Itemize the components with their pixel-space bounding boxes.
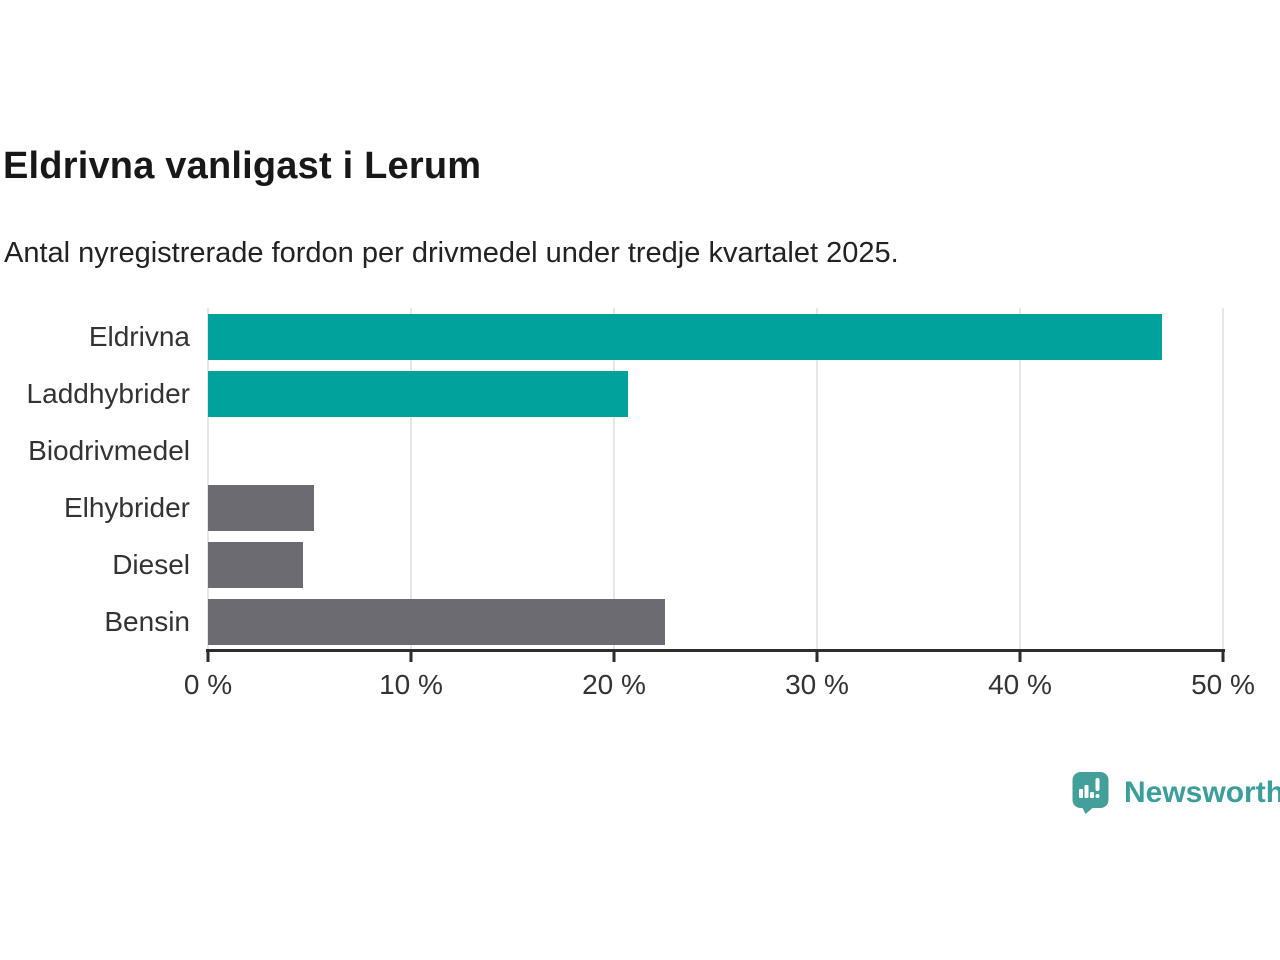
chart-title: Eldrivna vanligast i Lerum xyxy=(3,145,482,187)
x-tick-0 xyxy=(206,652,210,662)
bar-eldrivna xyxy=(208,313,1163,360)
newsworthy-branding: Newsworthy xyxy=(1072,772,1280,814)
gridline-0 xyxy=(207,308,209,651)
x-tick-label-40: 40 % xyxy=(988,669,1052,700)
bar-chart-plot-area: Eldrivna Laddhybrider Biodrivmedel Elhybrid… xyxy=(27,308,1255,700)
newsworthy-logo-icon xyxy=(1072,772,1109,814)
gridline-40 xyxy=(1019,308,1021,651)
x-tick-40 xyxy=(1018,652,1022,662)
x-tick-label-0: 0 % xyxy=(183,669,233,700)
category-label-laddhybrider: Laddhybrider xyxy=(26,377,190,409)
newsworthy-wordmark: Newsworthy xyxy=(1124,776,1280,809)
gridline-50 xyxy=(1222,308,1224,651)
bar-bensin xyxy=(208,599,665,646)
bar-laddhybrider xyxy=(208,370,629,417)
category-label-biodrivmedel: Biodrivmedel xyxy=(28,434,190,466)
x-tick-label-50: 50 % xyxy=(1191,669,1255,700)
x-tick-10 xyxy=(409,652,413,662)
bar-diesel xyxy=(208,542,304,589)
gridline-20 xyxy=(613,308,615,651)
gridline-30 xyxy=(816,308,818,651)
x-tick-label-30: 30 % xyxy=(785,669,849,700)
category-label-elhybrider: Elhybrider xyxy=(63,492,190,524)
category-label-bensin: Bensin xyxy=(104,606,190,638)
x-tick-30 xyxy=(815,652,819,662)
bar-elhybrider xyxy=(208,485,314,532)
gridline-10 xyxy=(410,308,412,651)
chart-subtitle: Antal nyregistrerade fordon per drivmede… xyxy=(4,237,899,269)
x-tick-20 xyxy=(612,652,616,662)
x-tick-label-10: 10 % xyxy=(379,669,443,700)
x-tick-50 xyxy=(1221,652,1225,662)
category-label-diesel: Diesel xyxy=(112,549,190,581)
x-tick-label-20: 20 % xyxy=(582,669,646,700)
category-label-eldrivna: Eldrivna xyxy=(88,320,190,352)
x-axis-line xyxy=(206,649,1225,652)
